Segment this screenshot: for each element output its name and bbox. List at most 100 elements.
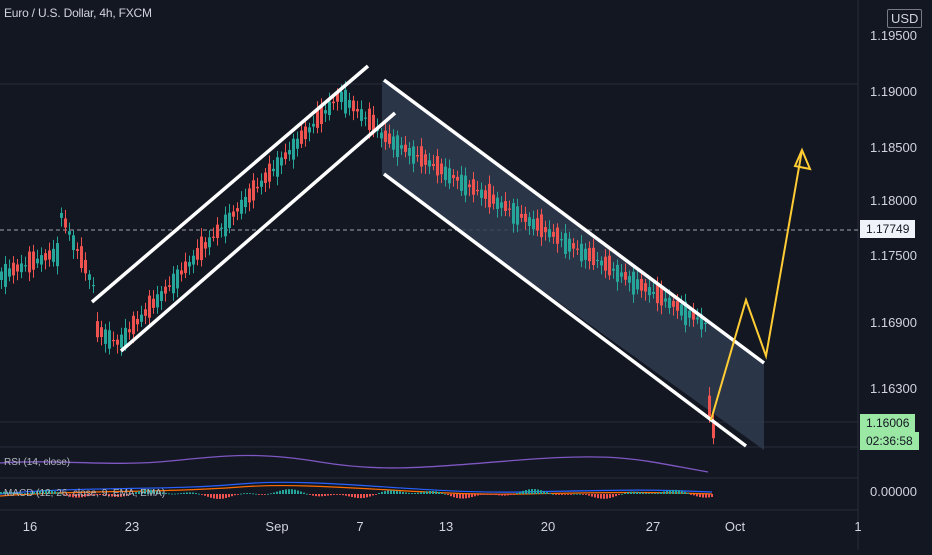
signal-line: [0, 484, 713, 497]
macd-histogram-bar: [465, 494, 467, 499]
macd-histogram-bar: [618, 494, 620, 496]
candle-body: [484, 190, 487, 199]
candle-body: [452, 174, 455, 178]
macd-histogram-bar: [705, 494, 707, 498]
macd-histogram-bar: [96, 494, 98, 495]
macd-histogram-bar: [234, 494, 236, 496]
macd-histogram-bar: [60, 493, 62, 495]
macd-histogram-bar: [585, 494, 587, 495]
macd-histogram-bar: [30, 492, 32, 494]
candle-body: [116, 339, 119, 345]
macd-histogram-bar: [339, 494, 341, 495]
candle-body: [588, 247, 591, 262]
candle-body: [552, 231, 555, 237]
candle-body: [24, 265, 27, 267]
macd-line: [0, 481, 713, 495]
macd-histogram-bar: [90, 494, 92, 496]
macd-histogram-bar: [117, 494, 119, 498]
candle-body: [328, 101, 331, 116]
macd-histogram-bar: [69, 494, 71, 497]
candle-body: [528, 217, 531, 226]
macd-histogram-bar: [528, 489, 530, 494]
macd-histogram-bar: [432, 491, 434, 494]
candle-body: [596, 259, 599, 262]
candle-body: [212, 236, 215, 238]
currency-selector[interactable]: USD: [887, 9, 923, 28]
candle-body: [456, 176, 459, 181]
candle-body: [188, 262, 191, 267]
time-tick-label: 1: [854, 519, 862, 534]
candle-body: [540, 214, 543, 238]
candle-body: [640, 278, 643, 291]
candle-body: [96, 321, 99, 338]
macd-histogram-bar: [81, 494, 83, 498]
candle-body: [560, 239, 563, 241]
macd-histogram-bar: [162, 492, 164, 494]
candle-body: [248, 188, 251, 203]
macd-histogram-bar: [444, 493, 446, 495]
macd-histogram-bar: [279, 490, 281, 494]
macd-histogram-bar: [171, 493, 173, 495]
macd-histogram-bar: [483, 494, 485, 495]
macd-histogram-bar: [576, 493, 578, 495]
price-tick-label: 1.18500: [870, 140, 917, 155]
candle-body: [676, 300, 679, 311]
macd-histogram-bar: [384, 491, 386, 494]
macd-histogram-bar: [273, 492, 275, 494]
candle-body: [196, 247, 199, 260]
macd-histogram-bar: [453, 494, 455, 498]
macd-histogram-bar: [267, 493, 269, 495]
macd-histogram-bar: [519, 491, 521, 494]
candle-body: [636, 279, 639, 290]
candle-body: [436, 156, 439, 176]
candle-body: [92, 284, 95, 287]
macd-histogram-bar: [381, 491, 383, 494]
candle-body: [504, 201, 507, 212]
macd-histogram-bar: [249, 493, 251, 494]
macd-histogram-bar: [552, 493, 554, 495]
macd-histogram-bar: [429, 491, 431, 494]
macd-histogram-bar: [93, 494, 95, 496]
macd-histogram-bar: [474, 494, 476, 497]
macd-histogram-bar: [141, 490, 143, 494]
macd-histogram-bar: [348, 494, 350, 497]
macd-histogram-bar: [525, 490, 527, 494]
macd-histogram-bar: [120, 494, 122, 497]
macd-histogram-bar: [387, 490, 389, 494]
macd-histogram-bar: [282, 489, 284, 494]
candle-body: [112, 339, 115, 342]
macd-histogram-bar: [207, 494, 209, 497]
macd-histogram-bar: [27, 492, 29, 494]
macd-histogram-bar: [672, 489, 674, 494]
candle-body: [232, 211, 235, 217]
candle-body: [64, 218, 67, 228]
macd-histogram-bar: [222, 494, 224, 499]
candle-body: [424, 154, 427, 165]
macd-histogram-bar: [666, 490, 668, 494]
macd-histogram-bar: [441, 492, 443, 494]
candle-body: [184, 261, 187, 274]
macd-histogram-bar: [213, 494, 215, 499]
macd-histogram-bar: [114, 494, 116, 497]
macd-histogram-bar: [663, 491, 665, 494]
candle-body: [108, 330, 111, 349]
candle-body: [268, 163, 271, 182]
candle-body: [344, 89, 347, 114]
macd-histogram-bar: [567, 494, 569, 495]
candle-body: [352, 100, 355, 112]
candle-body: [472, 179, 475, 195]
macd-histogram-bar: [459, 494, 461, 499]
macd-histogram-bar: [609, 494, 611, 499]
macd-histogram-bar: [594, 494, 596, 498]
price-tick-label: 1.19000: [870, 84, 917, 99]
macd-histogram-bar: [396, 490, 398, 494]
macd-histogram-bar: [696, 494, 698, 497]
macd-histogram-bar: [156, 490, 158, 494]
macd-histogram-bar: [63, 494, 65, 495]
candle-body: [276, 157, 279, 177]
candle-body: [128, 329, 131, 333]
candle-body: [524, 213, 527, 222]
macd-histogram-bar: [426, 491, 428, 494]
macd-histogram-bar: [639, 492, 641, 494]
